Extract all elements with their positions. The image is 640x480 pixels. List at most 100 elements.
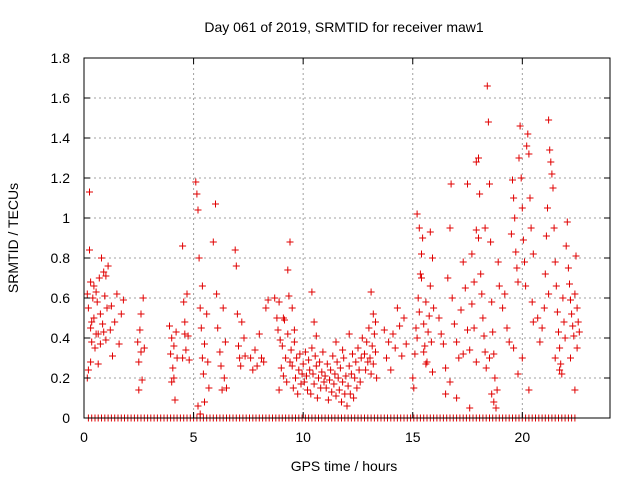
data-point <box>279 314 287 322</box>
data-point <box>437 330 445 338</box>
data-point <box>93 298 101 306</box>
data-point <box>113 290 121 298</box>
data-point <box>201 340 208 348</box>
data-point <box>519 236 527 244</box>
data-point <box>271 294 279 302</box>
data-point <box>354 344 362 352</box>
data-point <box>575 328 583 336</box>
data-point <box>264 296 272 304</box>
data-point <box>135 386 143 394</box>
data-point <box>345 330 353 338</box>
data-point <box>171 396 179 404</box>
data-point <box>87 324 95 332</box>
data-point <box>339 346 347 354</box>
data-point <box>319 348 327 356</box>
data-point <box>387 366 395 374</box>
data-point <box>481 348 489 356</box>
data-point <box>418 274 425 282</box>
data-point <box>326 376 333 384</box>
data-point <box>262 304 270 312</box>
data-point <box>545 290 553 298</box>
data-point <box>238 318 246 326</box>
data-point <box>563 218 571 226</box>
data-point <box>304 386 311 394</box>
data-point <box>308 344 316 352</box>
data-point <box>217 362 225 370</box>
data-point <box>209 238 217 246</box>
data-point <box>479 314 487 322</box>
data-point <box>345 362 353 370</box>
data-point <box>106 326 114 334</box>
data-point <box>526 194 534 202</box>
data-point <box>464 180 471 188</box>
data-point <box>482 364 490 372</box>
data-point <box>365 324 373 332</box>
data-point <box>370 330 378 338</box>
data-point <box>361 350 368 358</box>
data-point <box>422 360 430 368</box>
data-point <box>308 288 316 296</box>
data-point <box>515 154 523 162</box>
data-point <box>418 250 425 258</box>
data-point <box>529 318 537 326</box>
data-point <box>327 366 335 374</box>
data-point <box>219 304 227 312</box>
data-point <box>511 214 519 222</box>
data-point <box>286 358 294 366</box>
data-point <box>516 122 524 130</box>
chart-title: Day 061 of 2019, SRMTID for receiver maw… <box>204 19 484 35</box>
data-point <box>529 250 537 258</box>
data-point <box>568 310 576 318</box>
data-point <box>203 310 211 318</box>
data-point <box>429 254 436 262</box>
data-point <box>320 378 328 386</box>
data-point <box>416 270 424 278</box>
y-tick-labels: 0 0.2 0.4 0.6 0.8 1 1.2 1.4 1.6 1.8 <box>51 50 71 426</box>
data-point <box>96 340 104 348</box>
data-point <box>353 384 361 392</box>
data-point <box>185 356 193 364</box>
data-point <box>383 354 390 362</box>
data-point <box>472 226 480 234</box>
data-point <box>369 310 377 318</box>
data-point <box>363 338 371 346</box>
data-point <box>253 362 261 370</box>
data-point <box>546 146 554 154</box>
data-point <box>340 354 348 362</box>
data-point <box>503 324 511 332</box>
data-point <box>192 178 200 186</box>
data-point <box>488 298 496 306</box>
data-point <box>556 344 564 352</box>
data-point <box>373 374 381 382</box>
data-point <box>507 230 515 238</box>
data-point <box>205 384 213 392</box>
y-tick-label: 0.8 <box>51 250 71 266</box>
data-point <box>499 304 507 312</box>
y-tick-label: 0.6 <box>51 290 71 306</box>
data-point <box>306 366 314 374</box>
data-point <box>278 342 286 350</box>
data-point <box>212 200 219 208</box>
data-point <box>316 358 324 366</box>
grid-lines <box>84 58 610 418</box>
data-point <box>355 366 363 374</box>
data-point <box>109 352 116 360</box>
data-point <box>411 350 419 358</box>
x-tick-label: 20 <box>515 429 531 445</box>
data-point <box>284 266 292 274</box>
data-point <box>260 358 268 366</box>
data-point <box>332 338 340 346</box>
data-point <box>468 300 476 308</box>
data-point <box>364 358 372 366</box>
data-point <box>117 310 125 318</box>
data-point <box>336 364 344 372</box>
data-point <box>367 288 375 296</box>
data-point <box>483 82 491 90</box>
data-point <box>427 338 435 346</box>
data-point <box>553 308 561 316</box>
data-point <box>566 280 573 288</box>
data-point <box>510 344 518 352</box>
data-point <box>426 282 434 290</box>
data-point <box>560 318 568 326</box>
data-point <box>490 398 498 406</box>
